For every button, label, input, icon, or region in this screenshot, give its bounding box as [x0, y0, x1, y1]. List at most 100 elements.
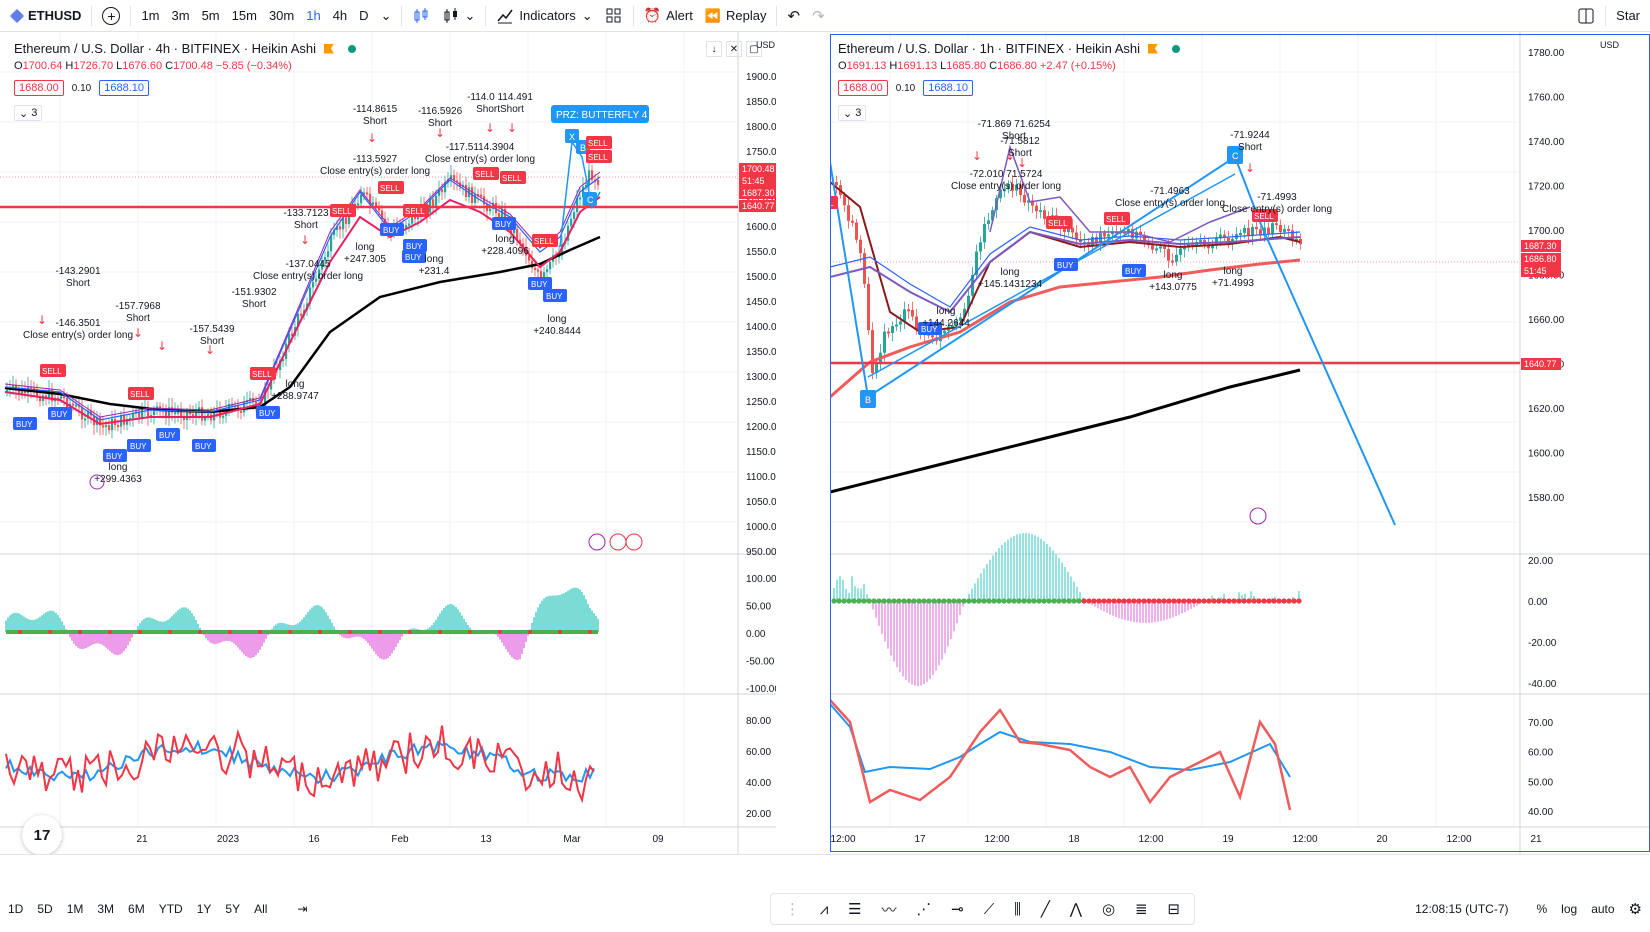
bid-price[interactable]: 1688.00: [838, 80, 888, 96]
auto-toggle[interactable]: auto: [1591, 902, 1615, 916]
price-axis-label: 1700.00: [1528, 226, 1565, 237]
collapse-pane-icon[interactable]: ✕: [726, 41, 742, 57]
trade-annotation-value: -71.9244: [1230, 130, 1270, 141]
settings-gear-icon[interactable]: ⚙: [1628, 901, 1642, 918]
signal-dot: [921, 598, 927, 604]
bars-pattern-icon[interactable]: ⫼: [1014, 900, 1021, 918]
interval-3m[interactable]: 3m: [171, 8, 190, 23]
range-1y[interactable]: 1Y: [196, 902, 212, 916]
range-5d[interactable]: 5D: [37, 902, 53, 916]
goto-date-icon[interactable]: ⇥: [297, 902, 308, 916]
candle-body: [84, 418, 87, 421]
interval-4h[interactable]: 4h: [332, 8, 348, 23]
head-shoulders-icon[interactable]: 〰: [881, 901, 897, 919]
candle-body: [883, 331, 886, 353]
interval-30m[interactable]: 30m: [268, 8, 295, 23]
candle-body: [66, 398, 69, 408]
signal-dot: [1266, 598, 1272, 604]
fib-icon[interactable]: ⋰: [916, 901, 932, 918]
abcd-icon[interactable]: ⋀: [1069, 901, 1083, 918]
left-bid-ask[interactable]: 1688.00 0.10 1688.10: [14, 79, 149, 97]
layout-button[interactable]: [1571, 3, 1601, 29]
left-currency-label[interactable]: USD: [756, 40, 776, 50]
xabcd-pattern-icon[interactable]: ⩘: [819, 900, 829, 918]
right-chart[interactable]: 1780.001760.001740.001720.001700.001680.…: [830, 32, 1650, 854]
indicators-icon: [497, 9, 513, 23]
interval-1h[interactable]: 1h: [306, 8, 321, 23]
candle-body: [871, 330, 874, 373]
candle-body: [57, 397, 60, 400]
trade-annotation-value: long: [496, 234, 515, 245]
range-6m[interactable]: 6M: [128, 902, 145, 916]
ask-price[interactable]: 1688.10: [923, 80, 973, 96]
right-currency-label[interactable]: USD: [1600, 40, 1620, 50]
indicators-button[interactable]: Indicators ⌄: [490, 3, 598, 29]
range-all[interactable]: All: [254, 902, 268, 916]
pattern-point-marker: [860, 390, 876, 408]
position-icon[interactable]: ⊟: [1167, 901, 1180, 918]
scroll-down-icon[interactable]: ↓: [706, 41, 722, 57]
interval-15m[interactable]: 15m: [231, 8, 257, 23]
signal-dot: [936, 598, 942, 604]
fib-retracement-icon[interactable]: ≣: [1134, 901, 1148, 918]
tradingview-logo[interactable]: 17: [22, 815, 62, 855]
interval-dropdown[interactable]: ⌄: [375, 3, 398, 29]
ask-price[interactable]: 1688.10: [99, 80, 149, 96]
left-indicators-collapse[interactable]: ⌄ 3: [14, 105, 43, 121]
bid-price[interactable]: 1688.00: [14, 80, 64, 96]
symbol-search[interactable]: ETHUSD: [0, 3, 87, 29]
candle-body: [327, 251, 330, 257]
horizontal-line-icon[interactable]: ⊸: [951, 901, 964, 918]
undo-button[interactable]: ↶: [781, 3, 806, 29]
alert-button[interactable]: ⏰ Alert: [638, 3, 699, 29]
spread: 0.10: [895, 82, 916, 94]
candle-body: [591, 170, 594, 180]
signal-dot: [871, 598, 877, 604]
percent-toggle[interactable]: %: [1536, 902, 1548, 916]
candle-body: [117, 425, 120, 428]
maximize-pane-icon[interactable]: ▢: [746, 41, 762, 57]
right-indicators-collapse[interactable]: ⌄ 3: [838, 105, 867, 121]
price-tag-bg: [739, 200, 776, 212]
range-ytd[interactable]: YTD: [158, 902, 183, 916]
gann-icon[interactable]: ◎: [1101, 901, 1116, 918]
signal-dot: [258, 630, 262, 634]
chart-type-button[interactable]: ⌄: [436, 3, 481, 29]
range-1m[interactable]: 1M: [66, 902, 84, 916]
signal-dot: [1051, 598, 1057, 604]
templates-button[interactable]: [599, 3, 629, 29]
signal-dot: [1216, 598, 1222, 604]
time-axis-label: 12:00: [830, 834, 855, 845]
drag-handle-icon[interactable]: ⋮: [784, 901, 800, 918]
trend-line-icon[interactable]: ⟋: [983, 900, 995, 918]
range-5y[interactable]: 5Y: [225, 902, 241, 916]
right-bid-ask[interactable]: 1688.00 0.10 1688.10: [838, 79, 973, 97]
candle-body: [1043, 210, 1046, 219]
range-3m[interactable]: 3M: [97, 902, 115, 916]
ray-icon[interactable]: ╱: [1040, 901, 1050, 918]
buy-marker: [1122, 264, 1146, 277]
redo-button[interactable]: ↷: [806, 3, 831, 29]
time-axis-label: 18: [1068, 834, 1080, 845]
range-1d[interactable]: 1D: [8, 902, 24, 916]
left-chart[interactable]: 1900.001850.001800.001750.001700.001650.…: [0, 32, 776, 855]
star-button[interactable]: Star: [1616, 8, 1640, 23]
right-chart-canvas[interactable]: 1780.001760.001740.001720.001700.001680.…: [830, 32, 1650, 854]
candle-body: [1091, 236, 1094, 247]
signal-dot: [906, 598, 912, 604]
bar-style-button[interactable]: [406, 3, 436, 29]
interval-1m[interactable]: 1m: [141, 8, 160, 23]
parallel-lines-icon[interactable]: ☰: [848, 901, 862, 918]
left-chart-canvas[interactable]: 1900.001850.001800.001750.001700.001650.…: [0, 32, 776, 854]
replay-button[interactable]: ⏪ Replay: [699, 3, 773, 29]
clock-label[interactable]: 12:08:15 (UTC-7): [1415, 902, 1509, 916]
signal-dot: [976, 598, 982, 604]
log-toggle[interactable]: log: [1561, 902, 1578, 916]
candle-body: [441, 189, 444, 193]
trade-annotation-label: Short: [200, 336, 224, 347]
candle-body: [204, 416, 207, 421]
compare-symbol-button[interactable]: +: [96, 3, 126, 29]
signal-dot: [961, 598, 967, 604]
interval-5m[interactable]: 5m: [201, 8, 220, 23]
interval-d[interactable]: D: [359, 8, 369, 23]
